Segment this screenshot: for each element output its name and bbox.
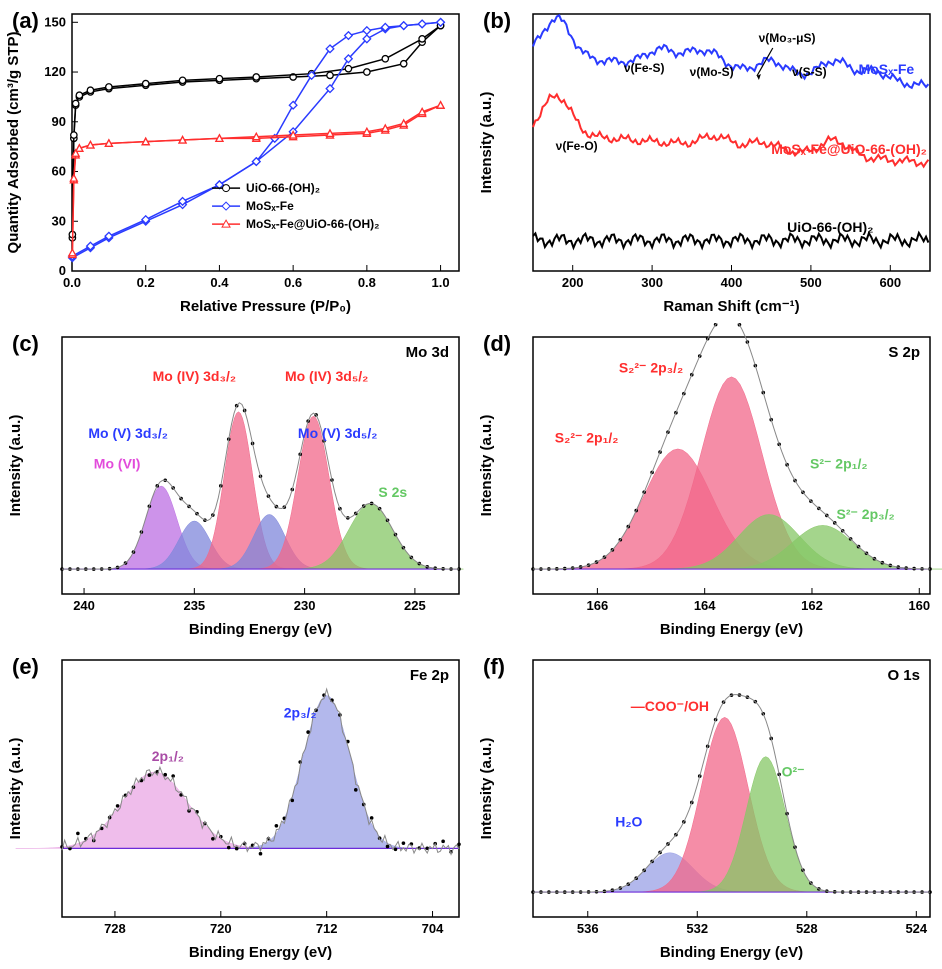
svg-text:0.2: 0.2 (137, 275, 155, 290)
svg-text:(e): (e) (12, 654, 39, 679)
svg-text:2p₃/₂: 2p₃/₂ (284, 704, 317, 720)
panel-d: 166 164 162 160 S₂²⁻ 2p₁/₂ S₂²⁻ 2p₃/₂ S²⁻ 2p₁/… (471, 323, 942, 646)
svg-text:(d): (d) (483, 331, 511, 356)
svg-text:Relative Pressure (P/P₀): Relative Pressure (P/P₀) (180, 298, 351, 315)
svg-text:Intensity (a.u.): Intensity (a.u.) (478, 92, 495, 194)
svg-text:S 2p: S 2p (888, 344, 920, 361)
figure-grid: 0.00.20.40.60.81.00306090120150UiO-66-(O… (0, 0, 942, 968)
svg-text:Intensity (a.u.): Intensity (a.u.) (7, 415, 24, 517)
svg-text:230: 230 (294, 598, 316, 613)
svg-text:O²⁻: O²⁻ (782, 763, 805, 779)
svg-text:Quantity Adsorbed (cm³/g STP): Quantity Adsorbed (cm³/g STP) (5, 32, 22, 254)
svg-text:Intensity (a.u.): Intensity (a.u.) (478, 738, 495, 840)
svg-text:Mo (IV) 3d₃/₂: Mo (IV) 3d₃/₂ (153, 368, 236, 384)
panel-b: 200 300 400 500 600 ν(Fe-S) ν(Mo-S) ν(Mo₃-μS) ν(… (471, 0, 942, 323)
svg-text:(f): (f) (483, 654, 505, 679)
svg-text:300: 300 (641, 275, 663, 290)
svg-text:528: 528 (796, 921, 818, 936)
svg-text:Binding Energy (eV): Binding Energy (eV) (660, 944, 803, 961)
svg-text:200: 200 (562, 275, 584, 290)
svg-text:704: 704 (422, 921, 444, 936)
svg-text:Mo (IV) 3d₅/₂: Mo (IV) 3d₅/₂ (285, 368, 368, 384)
svg-text:162: 162 (801, 598, 823, 613)
svg-text:30: 30 (52, 213, 66, 228)
svg-text:Fe 2p: Fe 2p (410, 667, 449, 684)
svg-text:Mo (VI): Mo (VI) (94, 456, 141, 472)
svg-text:90: 90 (52, 114, 66, 129)
svg-text:S₂²⁻ 2p₁/₂: S₂²⁻ 2p₁/₂ (555, 429, 619, 445)
svg-text:Mo 3d: Mo 3d (406, 344, 449, 361)
svg-text:712: 712 (316, 921, 338, 936)
svg-text:728: 728 (104, 921, 126, 936)
svg-text:0.8: 0.8 (358, 275, 376, 290)
svg-text:MoSₓ-Fe: MoSₓ-Fe (246, 199, 294, 213)
svg-text:(b): (b) (483, 8, 511, 33)
svg-text:H₂O: H₂O (615, 814, 642, 830)
svg-text:ν(Mo₃-μS): ν(Mo₃-μS) (759, 31, 816, 45)
svg-text:Raman Shift (cm⁻¹): Raman Shift (cm⁻¹) (663, 298, 799, 315)
svg-text:235: 235 (183, 598, 205, 613)
panel-f: 536 532 528 524 H₂O —COO⁻/OH O²⁻ O 1s Binding En… (471, 646, 942, 969)
panel-c: 240 235 230 225 Mo (VI) Mo (V) 3d₃/₂ Mo (IV) 3… (0, 323, 471, 646)
svg-text:120: 120 (44, 64, 66, 79)
svg-text:164: 164 (694, 598, 716, 613)
svg-text:S 2s: S 2s (378, 484, 407, 500)
svg-text:S₂²⁻ 2p₃/₂: S₂²⁻ 2p₃/₂ (619, 359, 683, 375)
svg-text:0.6: 0.6 (284, 275, 302, 290)
svg-text:S²⁻ 2p₁/₂: S²⁻ 2p₁/₂ (810, 456, 868, 472)
svg-text:500: 500 (800, 275, 822, 290)
svg-text:240: 240 (73, 598, 95, 613)
svg-text:—COO⁻/OH: —COO⁻/OH (631, 698, 709, 714)
svg-text:Mo (V) 3d₅/₂: Mo (V) 3d₅/₂ (298, 425, 378, 441)
svg-text:720: 720 (210, 921, 232, 936)
svg-text:Intensity (a.u.): Intensity (a.u.) (7, 738, 24, 840)
svg-text:(a): (a) (12, 8, 39, 33)
svg-text:O 1s: O 1s (887, 667, 920, 684)
svg-text:(c): (c) (12, 331, 39, 356)
svg-text:Mo (V) 3d₃/₂: Mo (V) 3d₃/₂ (88, 425, 168, 441)
svg-text:MoSₓ-Fe@UiO-66-(OH)₂: MoSₓ-Fe@UiO-66-(OH)₂ (771, 141, 927, 157)
svg-text:Binding Energy (eV): Binding Energy (eV) (189, 944, 332, 961)
svg-text:160: 160 (908, 598, 930, 613)
svg-text:150: 150 (44, 14, 66, 29)
svg-text:UiO-66-(OH)₂: UiO-66-(OH)₂ (787, 219, 873, 235)
svg-text:1.0: 1.0 (432, 275, 450, 290)
svg-text:2p₁/₂: 2p₁/₂ (152, 748, 184, 764)
svg-text:Binding Energy (eV): Binding Energy (eV) (660, 621, 803, 638)
svg-text:Intensity (a.u.): Intensity (a.u.) (478, 415, 495, 517)
svg-text:Binding Energy (eV): Binding Energy (eV) (189, 621, 332, 638)
panel-e: 728 720 712 704 2p₁/₂ 2p₃/₂ Fe 2p Binding Energ… (0, 646, 471, 969)
svg-text:UiO-66-(OH)₂: UiO-66-(OH)₂ (246, 181, 320, 195)
svg-text:MoSₓ-Fe: MoSₓ-Fe (859, 61, 915, 77)
panel-a: 0.00.20.40.60.81.00306090120150UiO-66-(O… (0, 0, 471, 323)
svg-text:ν(Mo-S): ν(Mo-S) (690, 65, 734, 79)
svg-text:ν(S-S): ν(S-S) (792, 65, 827, 79)
svg-text:225: 225 (404, 598, 426, 613)
svg-text:0: 0 (59, 263, 66, 278)
svg-text:532: 532 (686, 921, 708, 936)
svg-text:600: 600 (879, 275, 901, 290)
svg-text:ν(Fe-S): ν(Fe-S) (624, 61, 665, 75)
svg-text:60: 60 (52, 164, 66, 179)
svg-text:0.4: 0.4 (210, 275, 229, 290)
svg-text:400: 400 (721, 275, 743, 290)
svg-text:S²⁻ 2p₃/₂: S²⁻ 2p₃/₂ (837, 506, 895, 522)
svg-text:ν(Fe-O): ν(Fe-O) (556, 139, 598, 153)
svg-text:166: 166 (587, 598, 609, 613)
svg-text:MoSₓ-Fe@UiO-66-(OH)₂: MoSₓ-Fe@UiO-66-(OH)₂ (246, 217, 379, 231)
svg-text:536: 536 (577, 921, 599, 936)
svg-text:524: 524 (905, 921, 927, 936)
